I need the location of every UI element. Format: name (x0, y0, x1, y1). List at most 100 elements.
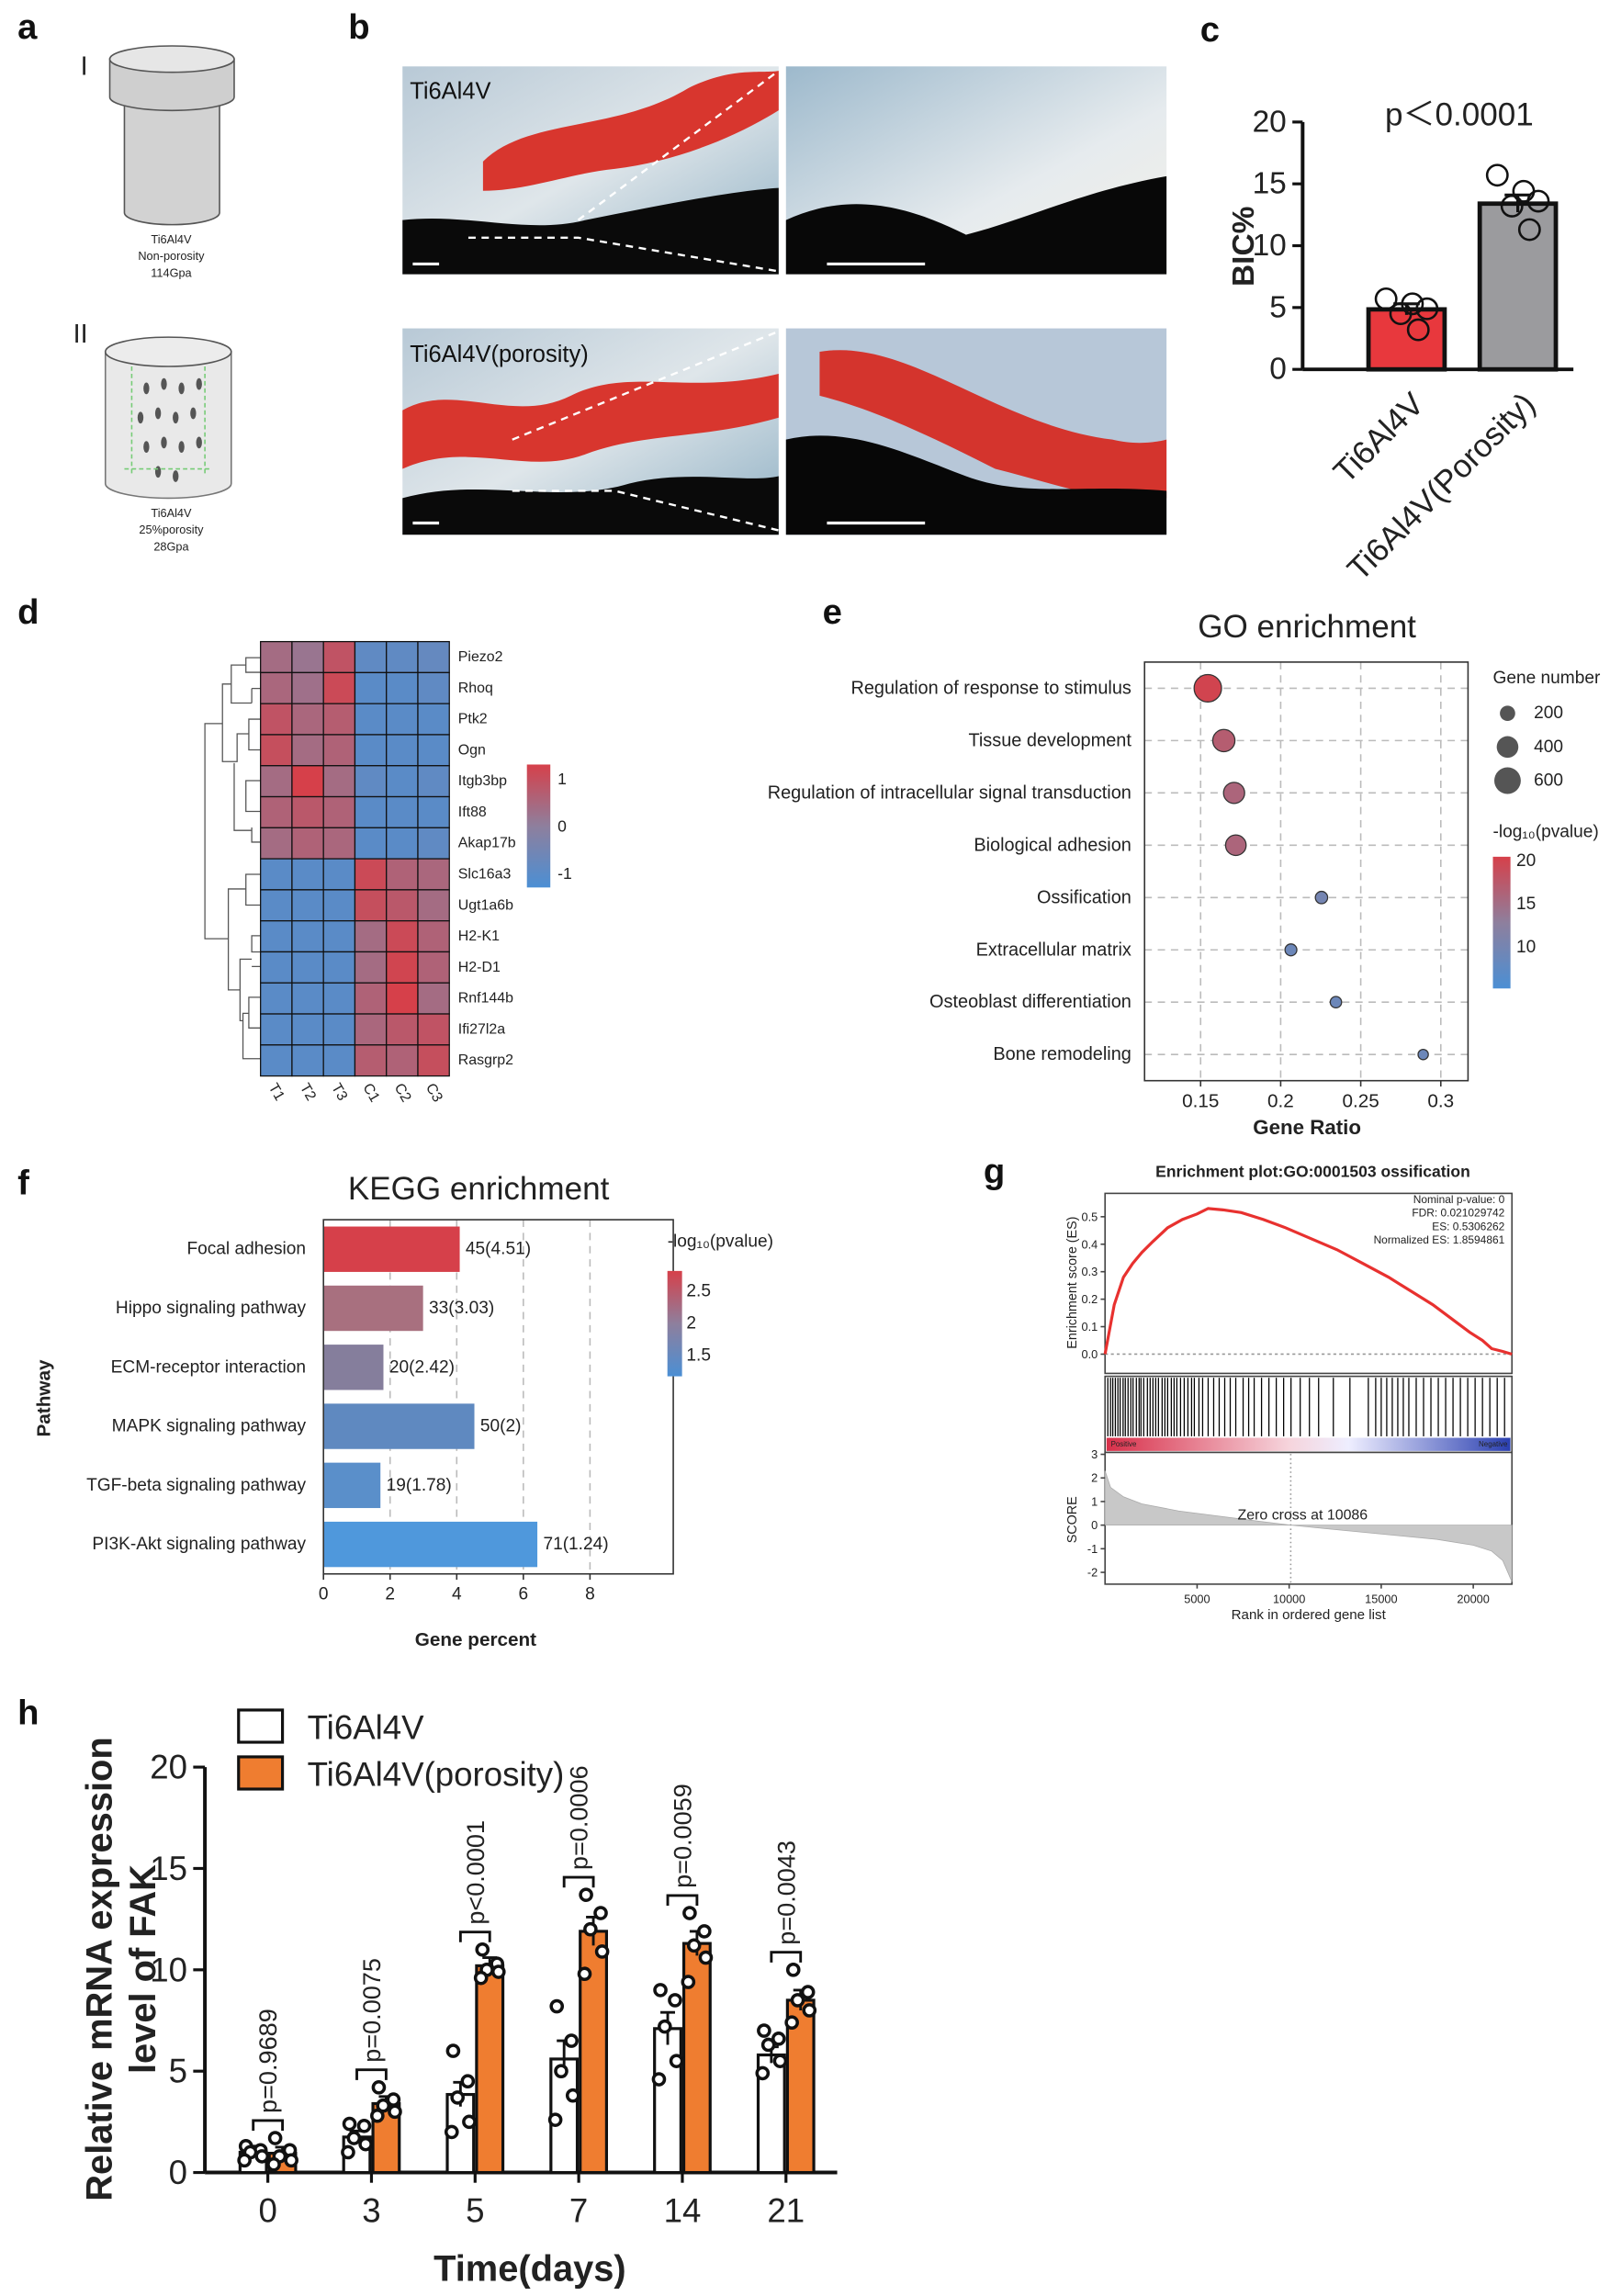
y-tick-label: Biological adhesion (974, 835, 1132, 855)
panel-label: d (17, 592, 39, 632)
heatmap-cell (260, 1013, 293, 1046)
y-tick-label: 5 (169, 2053, 187, 2090)
y-tick-label: 3 (1091, 1447, 1098, 1461)
colorbar (667, 1270, 682, 1377)
numeral: II (73, 320, 88, 349)
bar-label: 45(4.51) (466, 1240, 531, 1259)
data-point (254, 2149, 270, 2164)
y-tick-label: Focal adhesion (186, 1240, 306, 1259)
stats-text: Nominal p-value: 0 (1413, 1193, 1505, 1206)
heatmap-cell (322, 640, 356, 674)
data-point (594, 1944, 610, 1959)
data-point (686, 1938, 702, 1953)
dot (1417, 1048, 1429, 1061)
title: KEGG enrichment (348, 1171, 610, 1207)
heatmap-cell (260, 951, 293, 984)
data-point (1415, 297, 1439, 321)
stats-text: ES: 0.5306262 (1432, 1220, 1504, 1232)
panel-label: a (17, 7, 38, 47)
dot (1314, 890, 1329, 905)
heatmap-cell (354, 640, 388, 674)
title: p＜0.0001 (1385, 96, 1534, 132)
image-label: Ti6Al4V (410, 78, 490, 104)
panel-label: g (984, 1152, 1005, 1191)
data-point (800, 1985, 816, 1999)
bracket (562, 1875, 595, 1888)
legend-title: Gene number (1493, 669, 1601, 688)
y-tick-label: MAPK signaling pathway (112, 1417, 307, 1436)
heatmap-cell (386, 951, 419, 984)
x-tick-label: 5000 (1184, 1592, 1210, 1605)
heatmap-cell (260, 795, 293, 828)
data-point (444, 2124, 459, 2140)
heatmap-cell (291, 982, 324, 1015)
x-tick-label: 20000 (1457, 1592, 1489, 1605)
p-value-annotation: p=0.0006 (565, 1765, 593, 1870)
heatmap-cell (291, 1044, 324, 1077)
bar (475, 1964, 505, 2175)
y-tick-label: Ossification (1037, 887, 1132, 907)
y-tick-label: 0.0 (1082, 1347, 1098, 1361)
dot (1222, 782, 1245, 805)
band-label: Positive (1111, 1440, 1137, 1448)
data-point (460, 2074, 476, 2089)
data-point (697, 1924, 712, 1939)
y-tick-label: 10 (1253, 229, 1287, 263)
heatmap-cell (354, 858, 388, 891)
y-tick-label: TGF-beta signaling pathway (86, 1476, 306, 1495)
dot (1329, 996, 1343, 1009)
heatmap-cell (386, 1044, 419, 1077)
colorbar-tick-label: 10 (1516, 938, 1536, 957)
y-axis-label: Relative mRNA expression (79, 1737, 119, 2200)
panel-label: h (17, 1694, 39, 1733)
legend-swatch (237, 1755, 285, 1791)
p-value-annotation: p<0.0001 (461, 1820, 490, 1925)
heatmap-cell (417, 1013, 450, 1046)
bar-label: 71(1.24) (543, 1535, 608, 1554)
row-label: Itgb3bp (458, 773, 507, 789)
heatmap-cell (417, 982, 450, 1015)
heatmap-cell (354, 795, 388, 828)
heatmap-cell (291, 920, 324, 953)
data-point (450, 2090, 465, 2105)
schematic-label: 114Gpa (151, 266, 192, 280)
panel-label: f (17, 1164, 29, 1203)
data-point (346, 2131, 362, 2145)
column-label: T1 (265, 1081, 287, 1104)
heatmap-cell (386, 1013, 419, 1046)
heatmap-cell (322, 827, 356, 860)
data-point (490, 1964, 506, 1979)
colorbar-tick-label: 15 (1516, 895, 1536, 914)
data-point (547, 2112, 563, 2127)
legend-label: 600 (1534, 771, 1563, 790)
image-label: Ti6Al4V(porosity) (410, 342, 589, 367)
y-tick-label: Osteoblast differentiation (929, 992, 1132, 1012)
bar (323, 1285, 423, 1332)
heatmap-cell (417, 703, 450, 736)
data-point (771, 2032, 786, 2046)
column-label: C3 (422, 1081, 445, 1105)
y-tick-label: Regulation of response to stimulus (850, 678, 1131, 698)
heatmap-cell (322, 703, 356, 736)
schematic-label: Non-porosity (138, 249, 205, 263)
plot-frame (322, 1219, 674, 1575)
heatmap-cell (291, 889, 324, 922)
row-label: Piezo2 (458, 649, 503, 665)
data-point (785, 1963, 801, 1977)
band-label: Negative (1479, 1440, 1508, 1448)
x-tick-label: 21 (767, 2191, 805, 2229)
y-tick-label: Tissue development (968, 730, 1132, 750)
title: Enrichment plot:GO:0001503 ossification (1155, 1162, 1470, 1180)
y-tick-label: 20 (150, 1749, 187, 1786)
x-tick-label: 0.25 (1342, 1091, 1379, 1112)
y-tick-label: Regulation of intracellular signal trans… (768, 782, 1132, 803)
row-label: H2-K1 (458, 929, 500, 944)
p-value-annotation: p=0.0059 (668, 1784, 696, 1888)
heatmap-cell (354, 734, 388, 767)
schematic-label: Ti6Al4V (151, 232, 192, 246)
colorbar-tick-label: 20 (1516, 851, 1536, 871)
heatmap-cell (354, 765, 388, 798)
rank-band (1106, 1437, 1511, 1451)
heatmap-cell (386, 827, 419, 860)
colorbar (1492, 856, 1511, 989)
